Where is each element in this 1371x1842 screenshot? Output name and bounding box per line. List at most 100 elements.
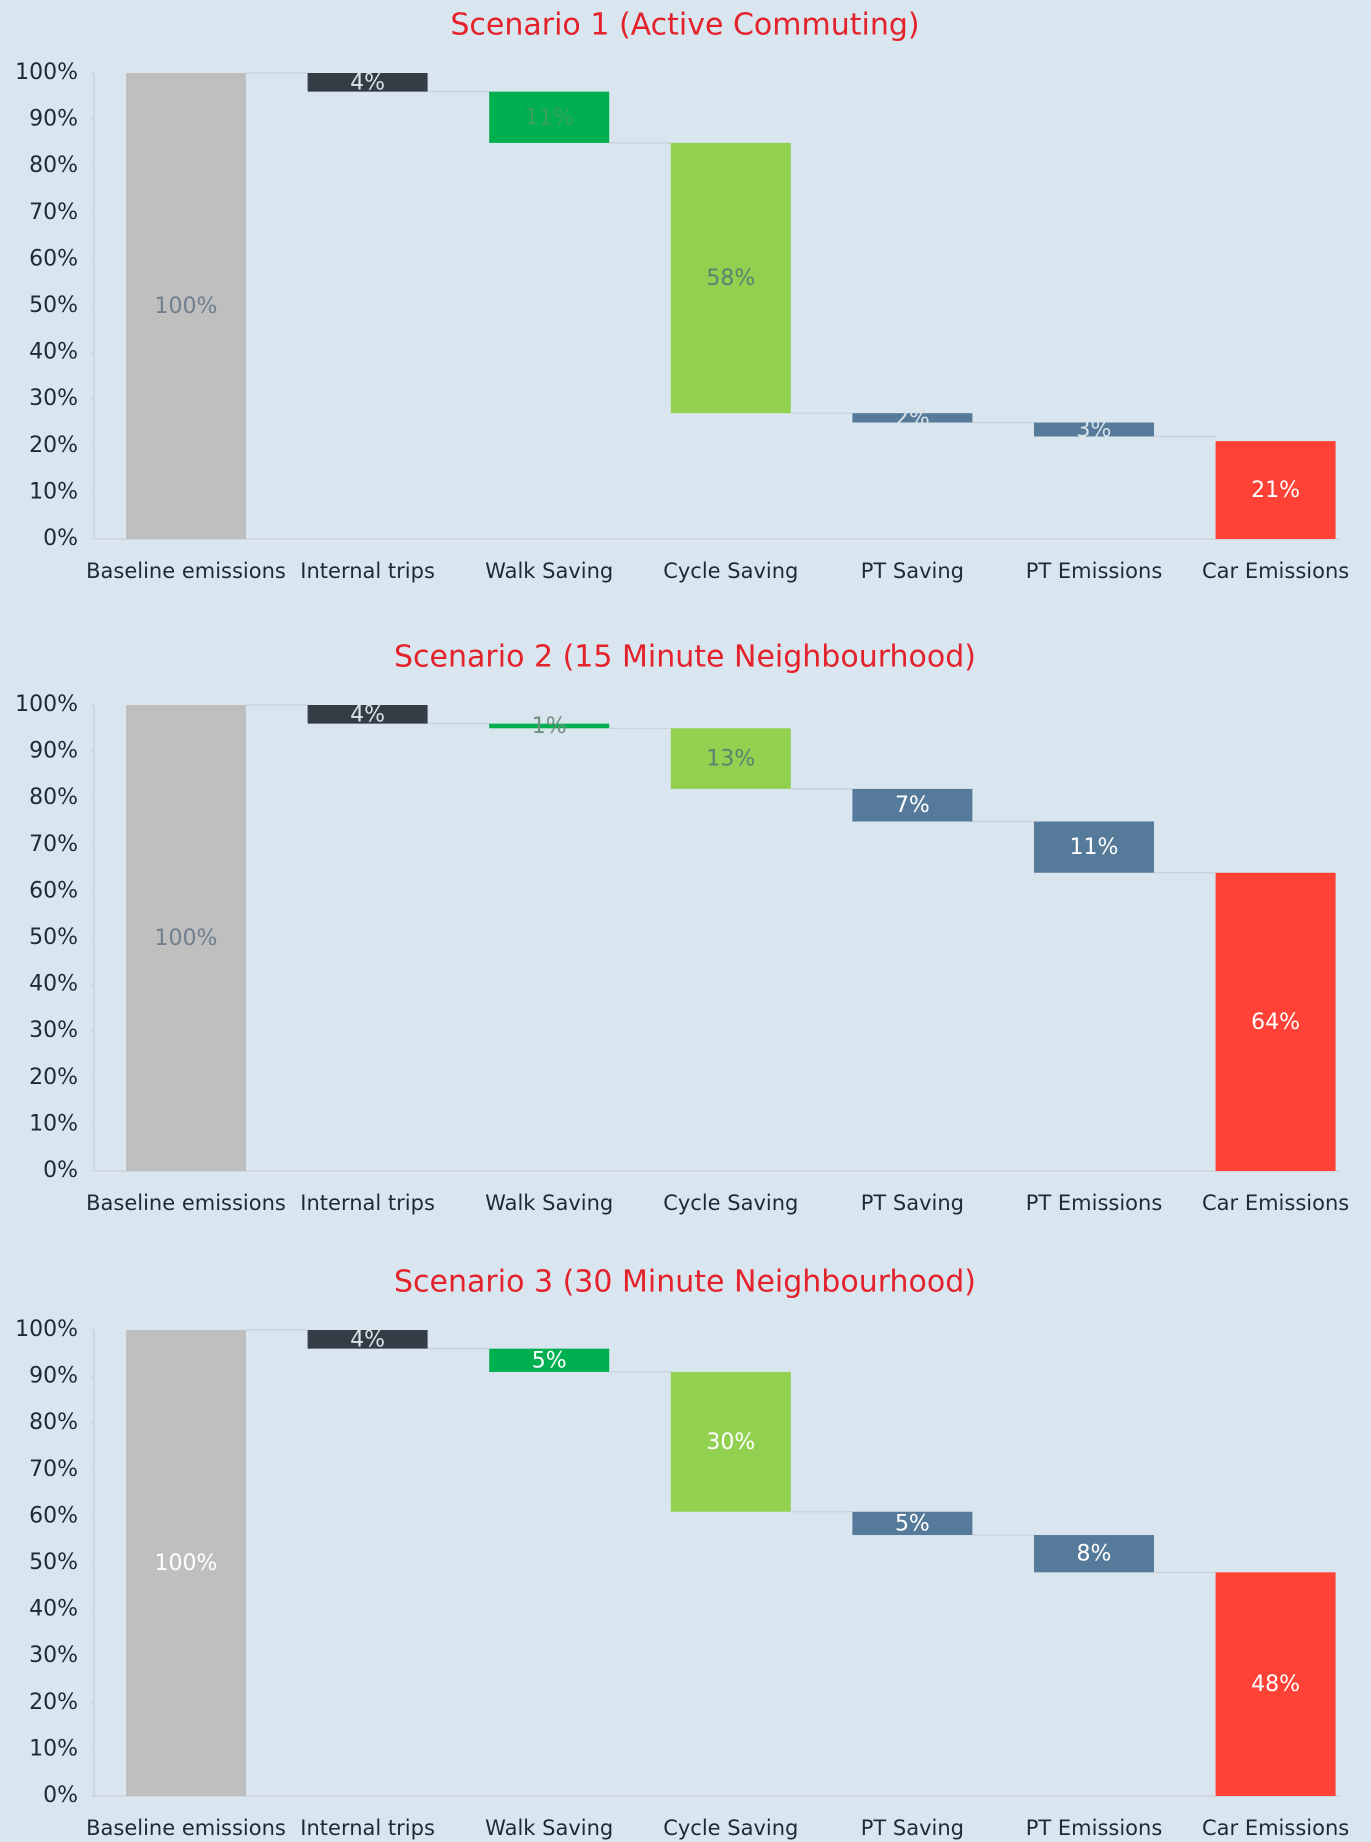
y-tick-label: 80%: [29, 1410, 78, 1435]
bar: [1034, 821, 1154, 873]
y-tick-label: 50%: [29, 925, 78, 950]
bar: [852, 788, 973, 822]
y-tick-label: 80%: [29, 153, 78, 178]
x-tick-label: PT Emissions: [1026, 1816, 1163, 1840]
value-label: 30%: [706, 1430, 755, 1455]
x-tick-label: Internal trips: [300, 1816, 435, 1840]
y-tick-label: 50%: [29, 1550, 78, 1575]
y-tick-label: 70%: [29, 1457, 78, 1482]
value-label: 13%: [706, 747, 755, 772]
value-label: 4%: [350, 1327, 385, 1352]
x-tick-label: Cycle Saving: [663, 1191, 798, 1215]
value-label: 2%: [895, 406, 930, 431]
x-tick-label: Internal trips: [300, 1191, 435, 1215]
value-label: 5%: [895, 1511, 930, 1536]
bar: [489, 91, 610, 143]
bar: [670, 142, 791, 414]
y-tick-label: 20%: [29, 1690, 78, 1715]
x-tick-label: Baseline emissions: [86, 559, 286, 583]
bar: [126, 73, 246, 539]
bar: [852, 1511, 973, 1536]
y-tick-label: 50%: [29, 293, 78, 318]
y-tick-label: 90%: [29, 107, 78, 132]
x-tick-label: Car Emissions: [1202, 1816, 1349, 1840]
x-tick-label: PT Saving: [861, 1816, 964, 1840]
y-tick-label: 30%: [29, 386, 78, 411]
y-tick-label: 40%: [29, 340, 78, 365]
value-label: 11%: [1070, 835, 1119, 860]
x-tick-label: Cycle Saving: [663, 1816, 798, 1840]
y-tick-label: 10%: [29, 1736, 78, 1761]
value-label: 7%: [895, 793, 930, 818]
value-label: 3%: [1077, 417, 1112, 442]
bar: [126, 705, 246, 1171]
y-tick-label: 100%: [15, 692, 78, 717]
y-tick-label: 0%: [43, 526, 78, 551]
y-tick-label: 70%: [29, 832, 78, 857]
y-tick-label: 20%: [29, 1065, 78, 1090]
y-tick-label: 30%: [29, 1018, 78, 1043]
bar: [1215, 872, 1336, 1171]
chart-title: Scenario 3 (30 Minute Neighbourhood): [394, 1265, 976, 1300]
bar: [1034, 422, 1154, 437]
value-label: 11%: [525, 105, 574, 130]
y-tick-label: 60%: [29, 878, 78, 903]
x-tick-label: PT Saving: [861, 559, 964, 583]
value-label: 100%: [155, 294, 218, 319]
y-tick-label: 90%: [29, 739, 78, 764]
x-tick-label: PT Emissions: [1026, 1191, 1163, 1215]
y-tick-label: 80%: [29, 785, 78, 810]
bar: [852, 413, 973, 423]
y-tick-label: 20%: [29, 433, 78, 458]
y-tick-label: 70%: [29, 200, 78, 225]
chart-title: Scenario 1 (Active Commuting): [450, 8, 919, 43]
value-label: 8%: [1077, 1542, 1112, 1567]
value-label: 64%: [1251, 1010, 1300, 1035]
x-tick-label: Baseline emissions: [86, 1191, 286, 1215]
x-tick-label: Walk Saving: [485, 1191, 613, 1215]
value-label: 100%: [155, 1551, 218, 1576]
x-tick-label: PT Emissions: [1026, 559, 1163, 583]
bar: [1034, 1535, 1154, 1573]
y-tick-label: 10%: [29, 479, 78, 504]
x-tick-label: Cycle Saving: [663, 559, 798, 583]
value-label: 4%: [350, 70, 385, 95]
y-tick-label: 0%: [43, 1783, 78, 1808]
y-tick-label: 60%: [29, 246, 78, 271]
value-label: 48%: [1251, 1672, 1300, 1697]
y-tick-label: 10%: [29, 1111, 78, 1136]
x-tick-label: Baseline emissions: [86, 1816, 286, 1840]
x-tick-label: Car Emissions: [1202, 1191, 1349, 1215]
y-tick-label: 30%: [29, 1643, 78, 1668]
bar: [670, 1371, 791, 1512]
y-tick-label: 40%: [29, 972, 78, 997]
value-label: 4%: [350, 702, 385, 727]
bar: [489, 723, 610, 729]
bar: [126, 1330, 246, 1796]
y-tick-label: 0%: [43, 1158, 78, 1183]
y-tick-label: 100%: [15, 60, 78, 85]
bar: [670, 728, 791, 789]
bar: [307, 1330, 428, 1349]
value-label: 58%: [706, 266, 755, 291]
y-tick-label: 60%: [29, 1503, 78, 1528]
bar: [1215, 441, 1336, 539]
x-tick-label: Walk Saving: [485, 1816, 613, 1840]
value-label: 5%: [532, 1348, 567, 1373]
bar: [307, 705, 428, 724]
y-tick-label: 90%: [29, 1364, 78, 1389]
value-label: 1%: [532, 714, 567, 739]
x-tick-label: Internal trips: [300, 559, 435, 583]
x-tick-label: PT Saving: [861, 1191, 964, 1215]
bar: [1215, 1572, 1336, 1796]
y-tick-label: 40%: [29, 1597, 78, 1622]
y-tick-label: 100%: [15, 1317, 78, 1342]
bar: [489, 1348, 610, 1372]
chart-title: Scenario 2 (15 Minute Neighbourhood): [394, 640, 976, 675]
x-tick-label: Car Emissions: [1202, 559, 1349, 583]
bar: [307, 73, 428, 92]
value-label: 100%: [155, 926, 218, 951]
value-label: 21%: [1251, 478, 1300, 503]
x-tick-label: Walk Saving: [485, 559, 613, 583]
